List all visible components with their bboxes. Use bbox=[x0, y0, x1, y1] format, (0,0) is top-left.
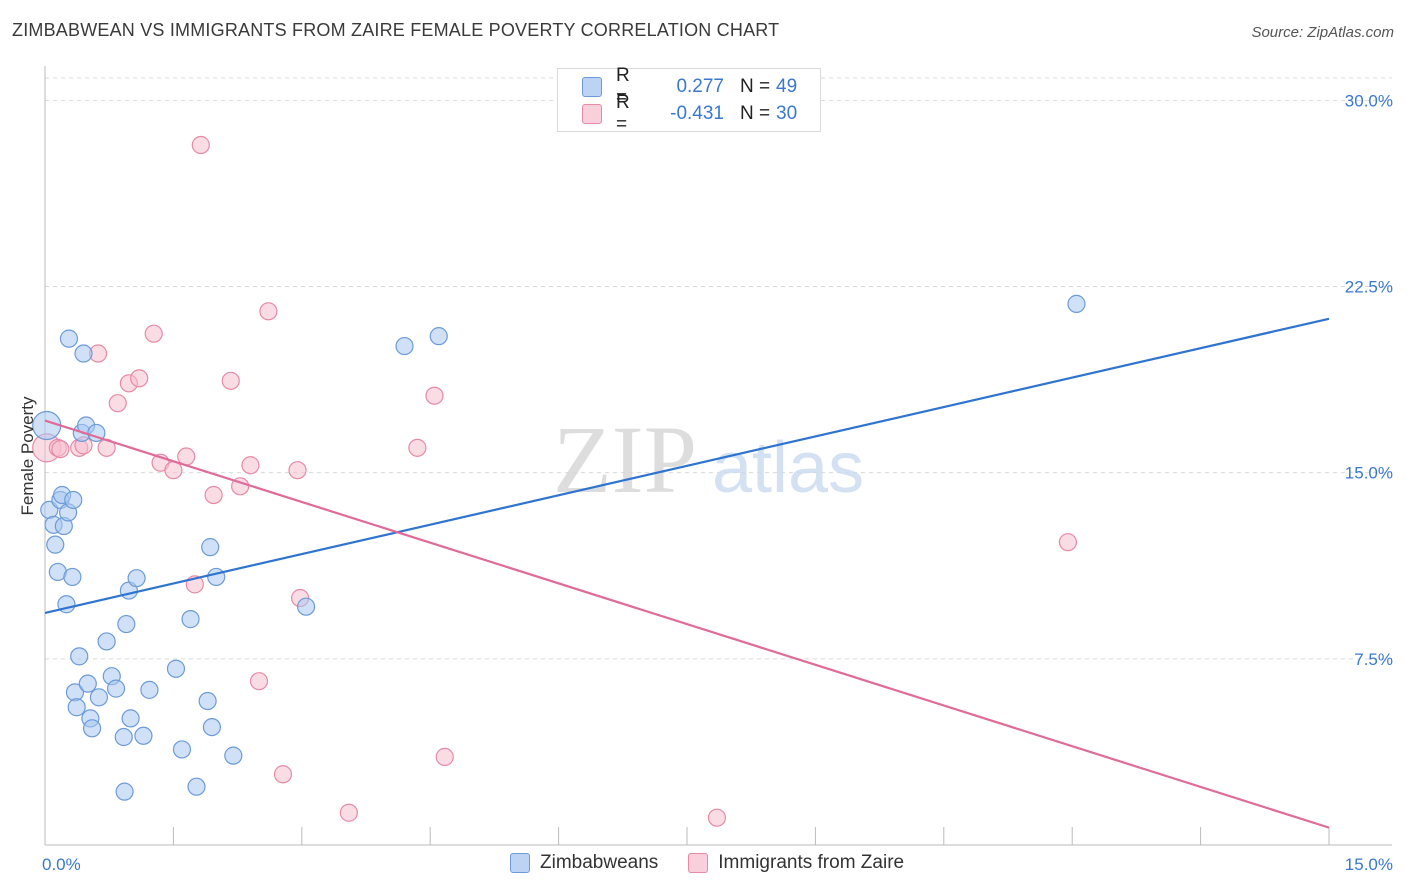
zaire-trend-line bbox=[44, 419, 1330, 829]
zimbabwean-point bbox=[207, 567, 226, 587]
zaire-point bbox=[288, 461, 307, 480]
zimbabwean-point bbox=[172, 740, 192, 759]
chart-title: ZIMBABWEAN VS IMMIGRANTS FROM ZAIRE FEMA… bbox=[12, 20, 780, 40]
n-value: 49 bbox=[776, 76, 798, 97]
zimbabwean-point bbox=[46, 535, 65, 554]
zimbabwean-point bbox=[181, 610, 200, 629]
watermark: ZIP atlas bbox=[553, 406, 864, 513]
correlation-legend: R = 0.277 N = 49 R = -0.431 N = 30 bbox=[557, 65, 821, 135]
zaire-point bbox=[144, 324, 163, 343]
zaire-point bbox=[435, 747, 454, 766]
zimbabwean-point bbox=[224, 746, 243, 765]
n-label: N = bbox=[740, 103, 771, 124]
zimbabwean-point bbox=[140, 680, 159, 699]
zimbabwean-point bbox=[78, 674, 97, 693]
zaire-point bbox=[191, 135, 210, 155]
y-tick-label: 22.5% bbox=[1345, 278, 1393, 297]
zimbabwean-point bbox=[74, 344, 93, 363]
zaire-point bbox=[339, 803, 358, 822]
r-label: R = bbox=[616, 92, 630, 135]
legend-row-zaire: R = -0.431 N = 30 bbox=[582, 92, 798, 135]
tick-labels: 7.5% 15.0% 22.5% 30.0% 0.0% 15.0% bbox=[42, 91, 1393, 874]
zimbabwean-point bbox=[70, 647, 89, 666]
zimbabwean-point bbox=[67, 698, 86, 717]
zimbabwean-point bbox=[187, 777, 206, 796]
zimbabwean-point bbox=[89, 688, 109, 707]
y-tick-label: 15.0% bbox=[1345, 464, 1393, 483]
gridlines bbox=[45, 77, 1392, 660]
zimbabwean-point bbox=[82, 719, 102, 738]
zaire-point bbox=[221, 371, 240, 390]
zaire-point bbox=[707, 808, 727, 827]
legend-row-zimbabweans: R = 0.277 N = 49 bbox=[582, 65, 798, 108]
zaire-point bbox=[259, 302, 278, 321]
zimbabwean-point bbox=[106, 679, 126, 698]
zimbabwean-point bbox=[134, 726, 153, 745]
zimbabwean-point bbox=[127, 569, 146, 588]
x-tick-label: 15.0% bbox=[1345, 855, 1393, 874]
zimbabwean-point bbox=[201, 538, 220, 557]
zimbabwean-point bbox=[198, 691, 217, 711]
y-tick-label: 7.5% bbox=[1354, 650, 1393, 669]
zimbabwean-point bbox=[117, 614, 136, 634]
legend-label: Immigrants from Zaire bbox=[718, 852, 905, 873]
legend-item-zaire[interactable]: Immigrants from Zaire bbox=[688, 852, 904, 874]
watermark-zip: ZIP bbox=[553, 406, 697, 513]
zimbabwean-point bbox=[64, 490, 83, 510]
blue-swatch bbox=[510, 853, 530, 873]
zaire-point bbox=[425, 386, 444, 405]
zimbabwean-point bbox=[115, 782, 134, 801]
zimbabwean-point bbox=[63, 567, 82, 587]
watermark-atlas: atlas bbox=[712, 428, 864, 508]
zimbabwean-point bbox=[121, 709, 140, 728]
zaire-point bbox=[408, 438, 427, 457]
zaire-point bbox=[1058, 533, 1078, 552]
zaire-point bbox=[204, 485, 223, 505]
source-label: Source: ZipAtlas.com bbox=[1251, 24, 1394, 41]
r-label: R = bbox=[616, 65, 630, 108]
legend-label: Zimbabweans bbox=[540, 852, 659, 873]
x-tick-label: 0.0% bbox=[42, 855, 81, 874]
y-axis-label: Female Poverty bbox=[18, 396, 37, 516]
pink-swatch bbox=[688, 853, 709, 873]
blue-swatch bbox=[582, 77, 602, 97]
r-value: -0.431 bbox=[670, 103, 724, 124]
zimbabwean-point bbox=[166, 659, 186, 678]
zaire-point bbox=[130, 369, 149, 388]
zimbabwean-point bbox=[59, 329, 79, 348]
zaire-point bbox=[273, 765, 293, 784]
y-tick-label: 30.0% bbox=[1345, 91, 1393, 110]
trend-lines bbox=[44, 317, 1330, 829]
zaire-point bbox=[241, 456, 260, 475]
zimbabwean-point bbox=[429, 327, 448, 346]
zimbabwean-point bbox=[1067, 294, 1086, 313]
zimbabwean-point bbox=[114, 727, 133, 747]
zaire-point bbox=[51, 439, 70, 459]
series-legend: Zimbabweans Immigrants from Zaire bbox=[510, 852, 934, 874]
zaire-point bbox=[249, 672, 269, 691]
zimbabwean-trend-line bbox=[44, 317, 1330, 614]
pink-swatch bbox=[582, 104, 602, 124]
n-label: N = bbox=[740, 76, 771, 97]
legend-item-zimbabweans[interactable]: Zimbabweans bbox=[510, 852, 658, 874]
zimbabwean-point bbox=[296, 597, 316, 616]
zimbabwean-point bbox=[395, 336, 414, 356]
zimbabwean-point bbox=[97, 632, 116, 651]
r-value: 0.277 bbox=[676, 76, 724, 97]
zaire-point bbox=[108, 394, 127, 413]
n-value: 30 bbox=[776, 103, 798, 124]
zimbabwean-point bbox=[202, 717, 222, 737]
